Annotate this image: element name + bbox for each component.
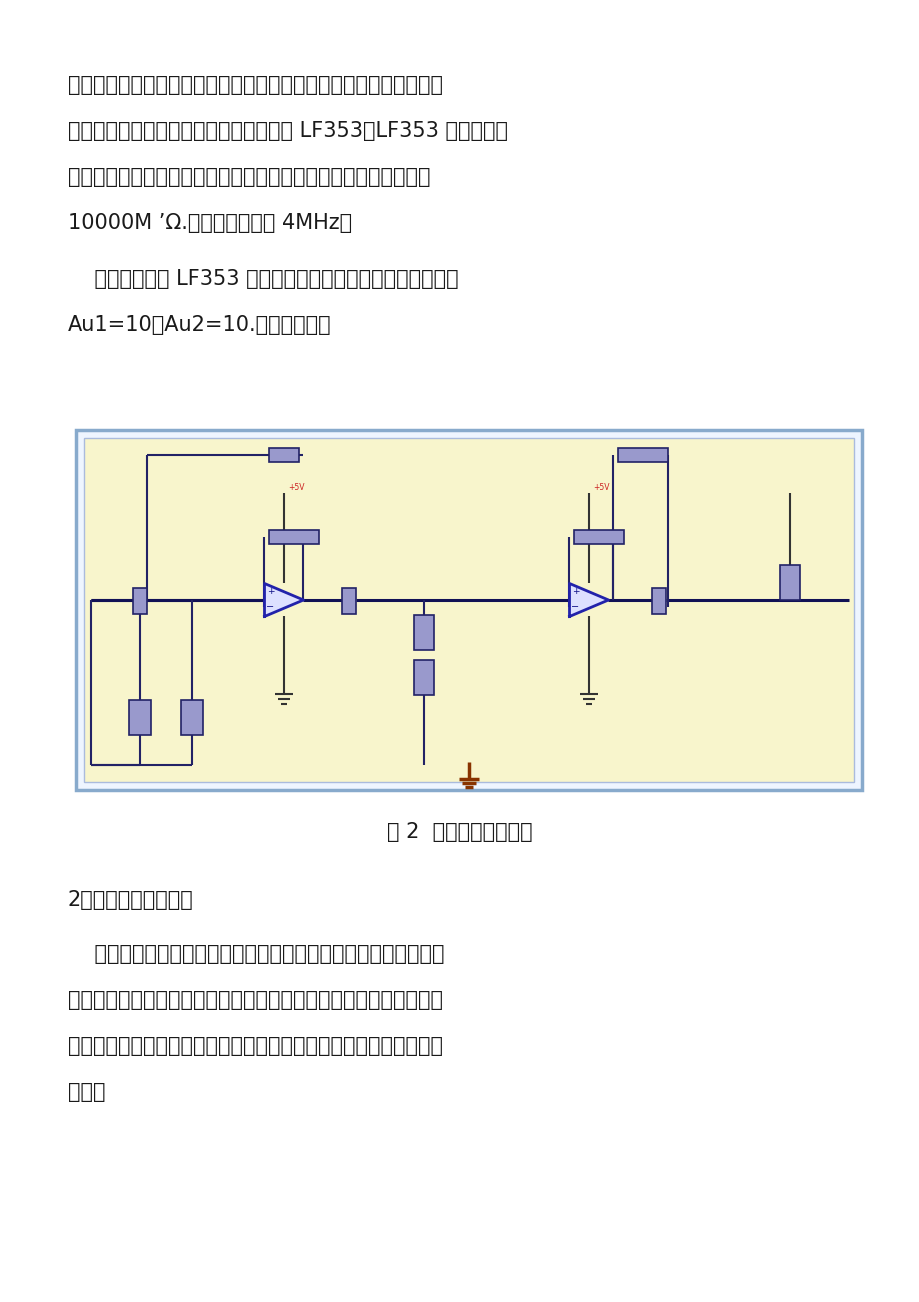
Text: 运算放大器，属于高输入阻抗低噪声的集成器件。其输入阻抗达到: 运算放大器，属于高输入阻抗低噪声的集成器件。其输入阻抗达到 — [68, 167, 430, 187]
Text: 前置放大级由 LF353 构成两级放大电路。第一级放大电路的: 前置放大级由 LF353 构成两级放大电路。第一级放大电路的 — [68, 270, 459, 289]
Text: +5V: +5V — [288, 483, 304, 492]
Text: 放大器。考虑到设计电路对频率响应及零输入时的噪声、电流、电压: 放大器。考虑到设计电路对频率响应及零输入时的噪声、电流、电压 — [68, 76, 443, 95]
Polygon shape — [569, 583, 607, 616]
Bar — [573, 530, 624, 543]
Bar — [342, 589, 357, 615]
Bar — [618, 448, 668, 462]
Text: 音调控制器的功能是根据需要按一定的规律控制、调节音响放大: 音调控制器的功能是根据需要按一定的规律控制、调节音响放大 — [68, 944, 444, 963]
Bar — [414, 615, 434, 650]
Text: Au1=10，Au2=10.原理图如下：: Au1=10，Au2=10.原理图如下： — [68, 315, 331, 335]
Bar — [414, 660, 434, 695]
Polygon shape — [265, 583, 303, 616]
Bar — [129, 700, 151, 736]
Bar — [84, 437, 853, 783]
Text: +: + — [267, 587, 274, 596]
Text: 图 2  前置放大级电路图: 图 2 前置放大级电路图 — [387, 822, 532, 842]
Bar — [268, 448, 299, 462]
Text: −: − — [267, 603, 274, 612]
Bar — [779, 565, 800, 600]
Text: 如下：: 如下： — [68, 1082, 106, 1101]
Bar — [181, 700, 203, 736]
Text: 10000M ʼΩ.单位增益频率为 4MHz。: 10000M ʼΩ.单位增益频率为 4MHz。 — [68, 214, 352, 233]
Text: 2、音调控制器的设计: 2、音调控制器的设计 — [68, 891, 194, 910]
Text: 的要求，前置放大器采用集成运算放大器 LF353。LF353 是一种双路: 的要求，前置放大器采用集成运算放大器 LF353。LF353 是一种双路 — [68, 121, 507, 141]
Text: 低音和高音的增益进行提升或衰减，而中音信号的增益不变。原理图: 低音和高音的增益进行提升或衰减，而中音信号的增益不变。原理图 — [68, 1036, 443, 1056]
Bar — [269, 530, 319, 543]
Text: 器的频率响应，更好的满足人耳的听觉特性。一般的音调控制器只对: 器的频率响应，更好的满足人耳的听觉特性。一般的音调控制器只对 — [68, 990, 443, 1010]
Text: −: − — [571, 603, 579, 612]
Text: +: + — [571, 587, 579, 596]
Bar — [652, 589, 665, 615]
Bar — [133, 589, 147, 615]
Bar — [76, 430, 861, 790]
Text: +5V: +5V — [593, 483, 608, 492]
